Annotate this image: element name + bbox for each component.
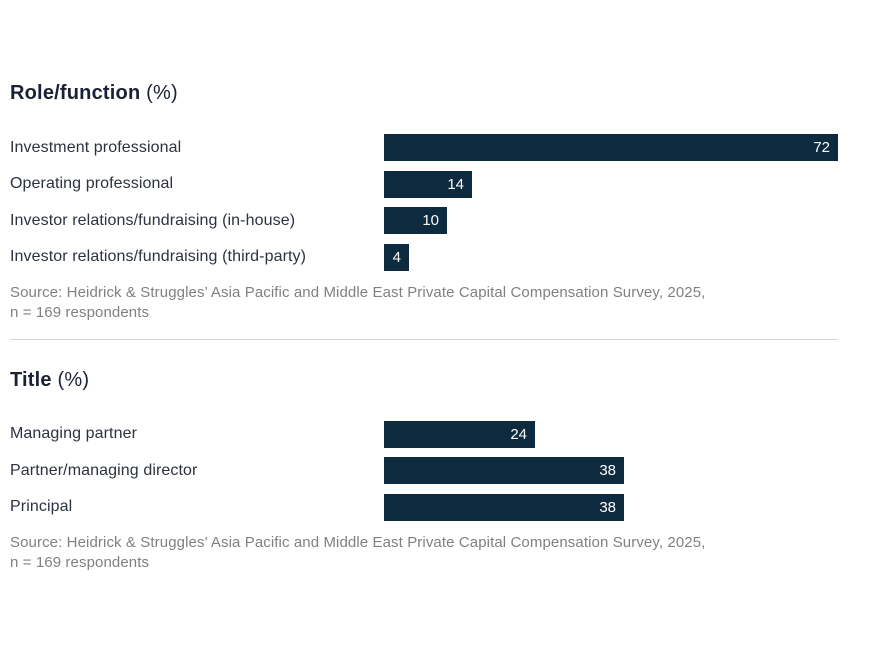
title-bar-chart: Managing partner 24 Partner/managing direc…: [10, 420, 871, 521]
chart-row: Managing partner 24: [10, 420, 871, 448]
source-note: Source: Heidrick & Struggles’ Asia Pacif…: [10, 283, 706, 321]
category-label: Investor relations/fundraising (third-pa…: [10, 248, 307, 265]
bar: 72: [384, 134, 838, 161]
bar-track: 14: [384, 170, 871, 198]
section-title-unit: (%): [146, 82, 178, 104]
bar: 14: [384, 170, 472, 198]
bar-track: 38: [384, 493, 871, 521]
category-label: Investment professional: [10, 138, 182, 156]
chart-row: Partner/managing director 38: [10, 457, 871, 484]
bar: 38: [384, 493, 624, 521]
title-section-title: Title (%): [10, 367, 871, 393]
role-function-section-title: Role/function (%): [10, 80, 871, 106]
bar-track: 10: [384, 207, 871, 234]
bar-value-label: 10: [422, 212, 439, 229]
section-divider: [10, 338, 838, 340]
chart-row: Principal 38: [10, 493, 871, 521]
bar: 24: [384, 420, 535, 448]
bar-value-label: 72: [813, 139, 830, 156]
bar: 10: [384, 207, 447, 234]
section-title-text: Role/function: [10, 82, 141, 104]
section-title-text: Title: [10, 368, 52, 391]
bar: 38: [384, 457, 624, 484]
chart-row: Investor relations/fundraising (third-pa…: [10, 243, 871, 271]
category-label: Principal: [10, 498, 73, 515]
bar-track: 72: [384, 134, 871, 161]
bar-track: 24: [384, 420, 871, 448]
section-title-unit: (%): [57, 368, 90, 391]
category-label: Managing partner: [10, 425, 138, 442]
category-label: Operating professional: [10, 175, 174, 192]
bar-value-label: 4: [392, 248, 401, 266]
bar-value-label: 38: [599, 462, 616, 479]
source-note: Source: Heidrick & Struggles’ Asia Pacif…: [10, 533, 706, 571]
role-function-chart-section: Role/function (%) Investment professiona…: [10, 80, 871, 323]
bar-value-label: 24: [510, 425, 527, 443]
chart-row: Operating professional 14: [10, 170, 871, 198]
bar-value-label: 38: [599, 498, 616, 516]
bar: 4: [384, 243, 409, 271]
category-label: Investor relations/fundraising (in-house…: [10, 211, 296, 229]
chart-row: Investor relations/fundraising (in-house…: [10, 207, 871, 234]
role-function-bar-chart: Investment professional 72 Operating profe…: [10, 134, 871, 271]
category-label: Partner/managing director: [10, 461, 198, 479]
bar-value-label: 14: [447, 175, 464, 193]
chart-row: Investment professional 72: [10, 134, 871, 161]
bar-track: 4: [384, 243, 871, 271]
title-chart-section: Title (%) Managing partner 24 Partner/mana…: [10, 367, 871, 573]
bar-track: 38: [384, 457, 871, 484]
